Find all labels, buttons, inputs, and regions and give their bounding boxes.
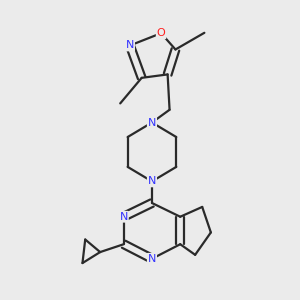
Text: N: N [119,212,128,222]
Text: N: N [148,254,156,264]
Text: N: N [148,118,156,128]
Text: N: N [148,176,156,186]
Text: N: N [126,40,134,50]
Text: O: O [157,28,166,38]
